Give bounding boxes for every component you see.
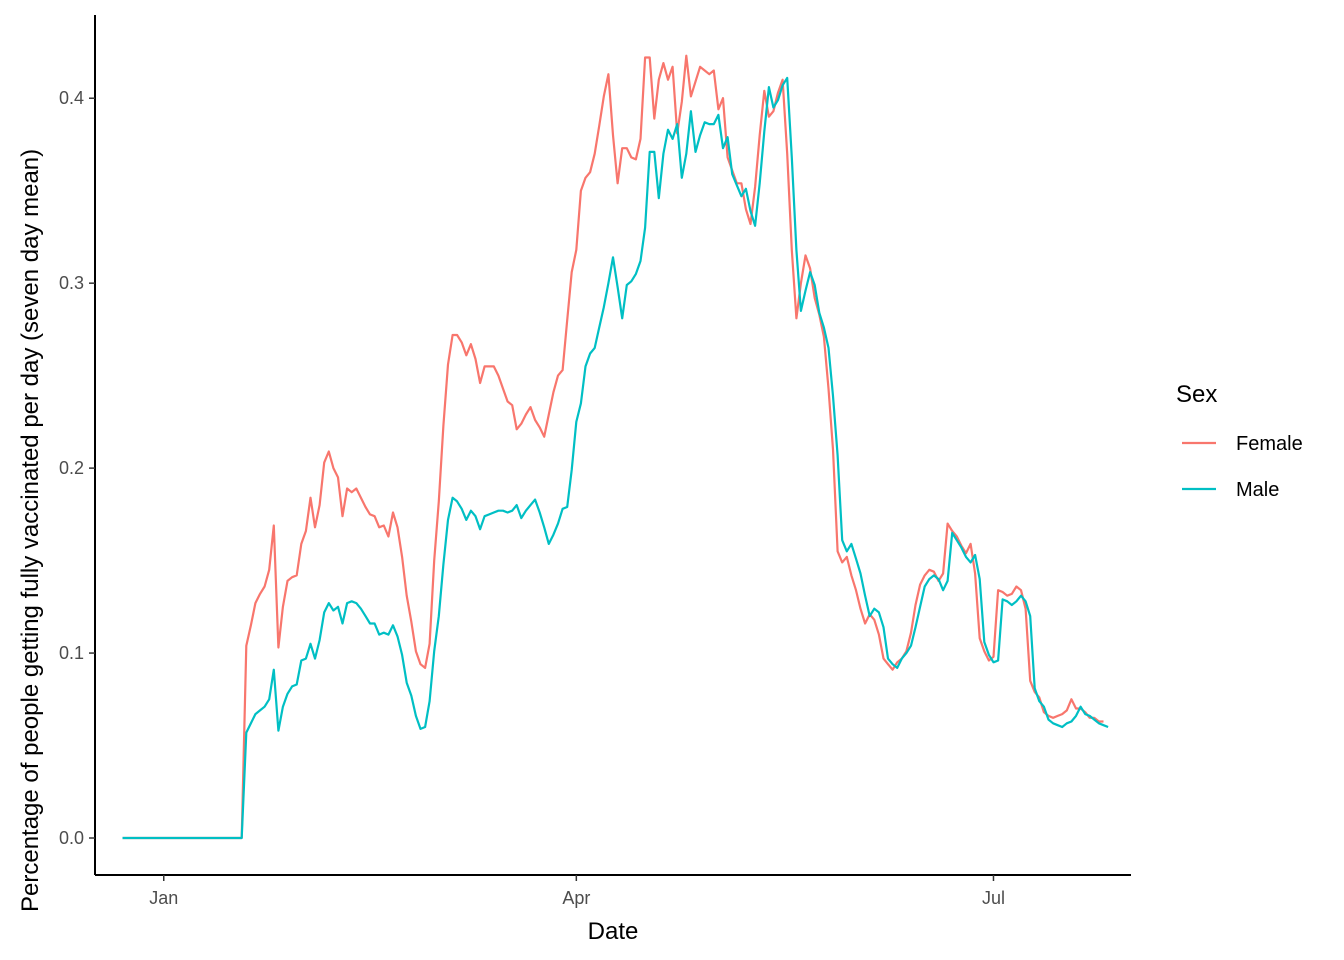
legend-title: Sex (1176, 381, 1217, 408)
x-tick-label: Apr (562, 888, 590, 908)
legend-label-male: Male (1236, 479, 1279, 501)
y-tick-label: 0.4 (59, 88, 84, 108)
y-tick-label: 0.0 (59, 828, 84, 848)
y-tick-label: 0.1 (59, 643, 84, 663)
x-tick-label: Jul (982, 888, 1005, 908)
legend: Sex Female Male (1176, 381, 1303, 501)
series-line-female (122, 54, 1104, 840)
legend-label-female: Female (1236, 433, 1303, 455)
axes: 0.0 0.1 0.2 0.3 0.4 Jan Apr Jul Date Percentage o… (17, 15, 1131, 945)
x-axis-title: Date (588, 918, 639, 945)
plot-area (122, 54, 1109, 840)
y-tick-label: 0.2 (59, 458, 84, 478)
y-axis-title: Percentage of people getting fully vacci… (17, 149, 44, 912)
y-tick-label: 0.3 (59, 273, 84, 293)
x-tick-label: Jan (149, 888, 178, 908)
series-line-male (122, 76, 1109, 840)
